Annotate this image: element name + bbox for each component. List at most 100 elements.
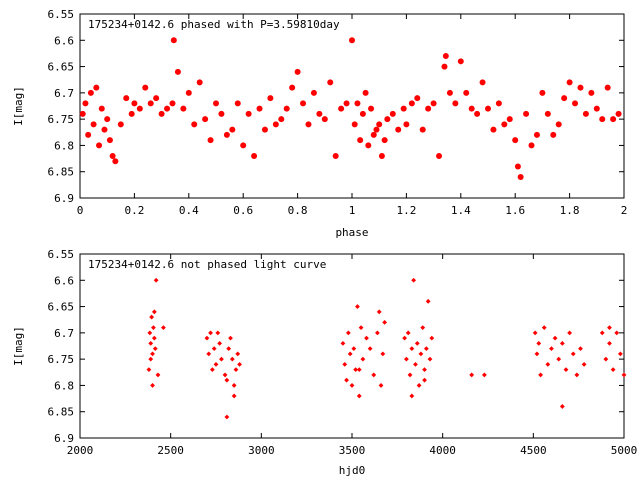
data-point: [588, 89, 595, 96]
data-point: [215, 330, 221, 336]
data-point: [109, 152, 116, 159]
data-point: [599, 116, 606, 123]
x-tick-label: 2: [621, 204, 628, 217]
data-point: [463, 89, 470, 96]
data-point: [469, 372, 475, 378]
y-tick-label: 6.65: [48, 61, 75, 74]
data-point: [452, 100, 459, 107]
data-point: [423, 346, 429, 352]
data-point: [578, 346, 583, 352]
y-tick-label: 6.8: [54, 379, 74, 392]
data-point: [224, 377, 230, 383]
data-points: [146, 277, 627, 420]
data-point: [409, 346, 415, 352]
y-tick-label: 6.75: [48, 113, 75, 126]
x-tick-label: 0.8: [288, 204, 308, 217]
data-point: [180, 105, 187, 112]
data-point: [147, 330, 153, 336]
data-point: [150, 351, 155, 357]
data-point: [378, 383, 384, 388]
data-point: [155, 372, 161, 378]
data-point: [228, 335, 233, 341]
data-point: [593, 105, 600, 112]
data-point: [289, 84, 296, 91]
data-point: [405, 330, 411, 336]
data-point: [222, 372, 228, 378]
x-tick-label: 2500: [157, 444, 184, 457]
data-point: [442, 53, 449, 60]
x-axis-title: phase: [335, 226, 368, 239]
data-point: [556, 356, 562, 362]
data-point: [245, 110, 252, 117]
data-point: [381, 137, 388, 144]
data-point: [90, 121, 97, 128]
data-point: [211, 346, 217, 352]
data-point: [351, 121, 358, 128]
data-point: [359, 110, 366, 117]
data-point: [202, 116, 209, 123]
data-point: [349, 37, 355, 44]
data-point: [224, 414, 230, 420]
data-point: [364, 335, 369, 341]
data-point: [206, 351, 212, 357]
data-point: [512, 137, 519, 144]
x-tick-label: 1: [349, 204, 356, 217]
data-point: [436, 152, 443, 159]
y-axis-title: I[mag]: [12, 326, 25, 366]
data-point: [403, 121, 410, 128]
data-point: [229, 356, 235, 362]
data-point: [419, 126, 426, 133]
plot-title: 175234+0142.6 not phased light curve: [88, 258, 326, 271]
data-point: [96, 142, 103, 149]
data-point: [538, 372, 543, 378]
data-point: [229, 126, 236, 133]
data-point: [541, 325, 547, 330]
data-point: [251, 152, 258, 159]
data-point: [536, 340, 542, 346]
data-point: [305, 121, 312, 128]
data-point: [234, 100, 241, 107]
y-tick-label: 6.55: [48, 8, 75, 21]
data-point: [356, 367, 362, 373]
data-point: [555, 121, 562, 128]
unphased-light-curve-panel: 2000 2500 3000 3500 4000 4500 5000 6.55 6.6 6.65 6…: [12, 248, 637, 477]
data-point: [213, 362, 219, 367]
data-point: [430, 100, 437, 107]
data-point: [481, 372, 487, 378]
data-point: [146, 367, 152, 373]
x-tick-label: 1.4: [451, 204, 471, 217]
data-point: [368, 105, 375, 112]
data-point: [408, 100, 415, 107]
data-point: [294, 68, 301, 75]
x-tick-label: 4000: [429, 444, 456, 457]
data-point: [174, 68, 181, 75]
data-point: [87, 89, 94, 96]
data-point: [82, 100, 89, 107]
data-point: [123, 95, 130, 102]
data-point: [389, 110, 396, 117]
data-point: [338, 105, 345, 112]
data-point: [136, 105, 143, 112]
y-tick-label: 6.65: [48, 301, 75, 314]
data-point: [151, 335, 157, 341]
data-point: [490, 126, 497, 133]
y-tick-label: 6.75: [48, 353, 75, 366]
phased-light-curve-panel: 0 0.2 0.4 0.6 0.8 1 1.2 1.4 1.6 1.8 2 6.55 6.6 6.65 6.…: [12, 8, 627, 239]
data-point: [382, 319, 388, 325]
data-point: [354, 100, 361, 107]
data-point: [416, 383, 422, 388]
data-point: [370, 131, 377, 138]
data-point: [231, 393, 237, 399]
data-point: [356, 393, 362, 399]
data-point: [420, 325, 426, 330]
data-point: [327, 79, 334, 86]
data-point: [468, 105, 475, 112]
data-point: [256, 105, 263, 112]
data-point: [357, 137, 364, 144]
data-point: [158, 110, 165, 117]
data-point: [610, 367, 616, 373]
x-tick-label: 1.8: [560, 204, 580, 217]
x-tick-label: 1.6: [505, 204, 525, 217]
data-point: [378, 152, 385, 159]
data-point: [104, 116, 111, 123]
